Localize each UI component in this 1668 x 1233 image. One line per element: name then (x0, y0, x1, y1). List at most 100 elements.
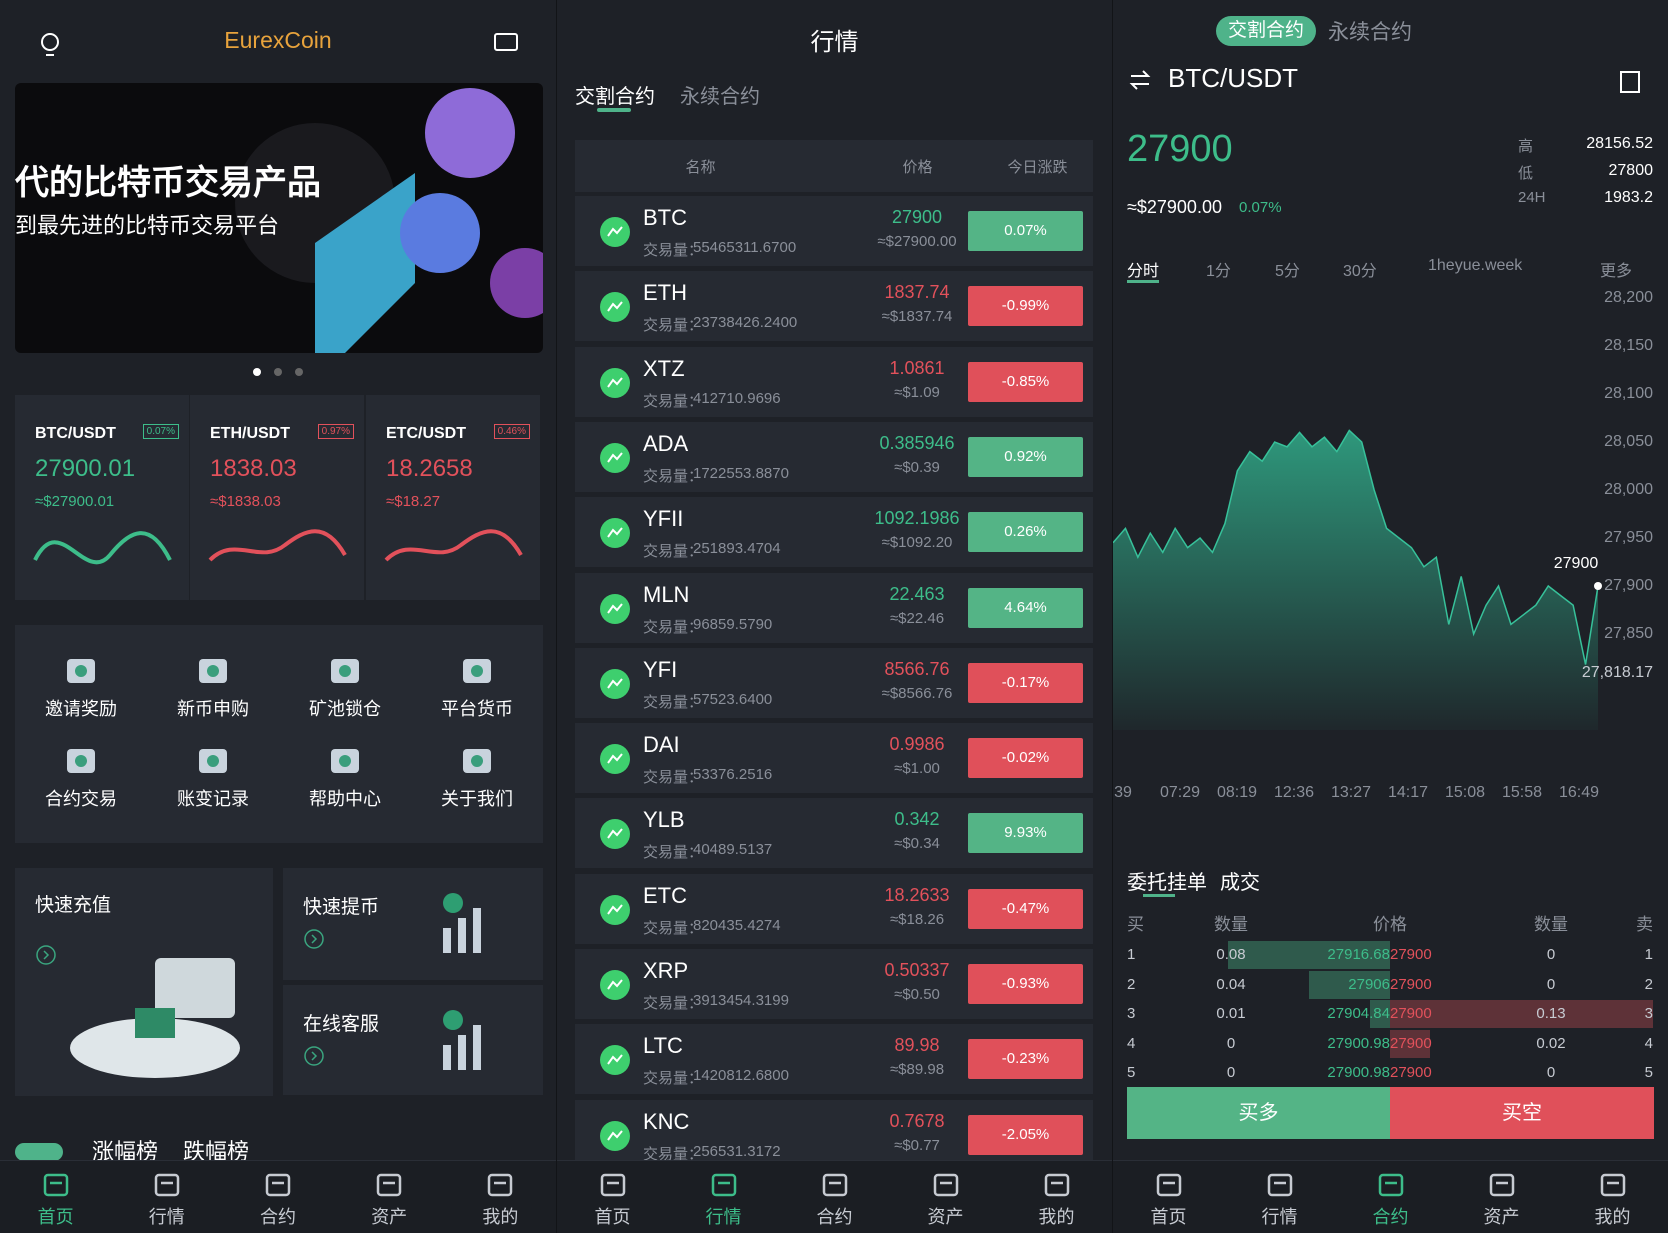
change-badge: -0.47% (968, 888, 1083, 929)
coin-symbol: BTC (643, 205, 687, 230)
ticker-card[interactable]: BTC/USDT 0.07% 27900.01 ≈$27900.01 (15, 395, 189, 600)
market-row[interactable]: KNC 交易量： 256531.3172 0.7678 ≈$0.77 -2.05% (575, 1099, 1093, 1170)
volume-label: 交易量： (643, 543, 704, 561)
interval-tab[interactable]: 分时 (1127, 263, 1160, 280)
nav-icon (1378, 1173, 1403, 1197)
sell-qty: 0 (1546, 946, 1556, 963)
arrow-icon (304, 929, 324, 949)
nav-label[interactable]: 资产 (371, 1207, 408, 1227)
x-tick-label: 39 (1114, 784, 1132, 801)
rank-tab[interactable]: 涨幅榜 (92, 1139, 159, 1164)
market-row[interactable]: YFI 交易量： 57523.6400 8566.76 ≈$8566.76 -0.17% (575, 647, 1093, 718)
interval-tab[interactable]: 更多 (1600, 263, 1633, 280)
carousel-dot (295, 368, 303, 376)
market-row[interactable]: LTC 交易量： 1420812.6800 89.98 ≈$89.98 -0.23% (575, 1024, 1093, 1095)
nav-label[interactable]: 我的 (1594, 1207, 1631, 1227)
icon-shape (607, 301, 623, 312)
nav-label[interactable]: 首页 (37, 1207, 74, 1227)
price-change: 0.07% (1239, 199, 1282, 216)
pair[interactable]: BTC/USDT (1168, 63, 1298, 93)
change-badge: -2.05% (968, 1114, 1083, 1155)
market-row[interactable]: YLB 交易量： 40489.5137 0.342 ≈$0.34 9.93% (575, 798, 1093, 869)
change-badge: 0.26% (968, 512, 1083, 553)
banner[interactable]: 代的比特币交易产品 到最先进的比特币交易平台 (15, 83, 543, 353)
market-row[interactable]: MLN 交易量： 96859.5790 22.463 ≈$22.46 4.64% (575, 572, 1093, 643)
nav-label[interactable]: 行情 (148, 1207, 185, 1227)
sell-price: 27900 (1390, 946, 1432, 963)
coin-icon (600, 819, 630, 850)
tab-active[interactable]: 交割合约 (1216, 16, 1316, 46)
nav-label[interactable]: 首页 (1150, 1207, 1187, 1227)
service-card[interactable]: 快速充值 (15, 868, 273, 1096)
nav-label[interactable]: 合约 (816, 1207, 853, 1227)
menu-label[interactable]: 关于我们 (441, 789, 513, 809)
interval-tab[interactable]: 5分 (1275, 263, 1300, 280)
ticker-usd: ≈$1838.03 (210, 493, 281, 510)
menu-label[interactable]: 合约交易 (45, 789, 117, 809)
book-header: 数量 (1534, 915, 1568, 934)
book-tab-active[interactable]: 委托挂单 (1127, 872, 1207, 894)
book-index: 4 (1644, 1034, 1653, 1052)
icon-shape (304, 929, 324, 949)
ticker-card[interactable]: ETC/USDT 0.46% 18.2658 ≈$18.27 (366, 395, 540, 600)
interval-tab[interactable]: 1分 (1206, 263, 1231, 280)
menu-label[interactable]: 邀请奖励 (45, 699, 117, 719)
menu-label[interactable]: 帮助中心 (309, 789, 381, 809)
market-row[interactable]: ETC 交易量： 820435.4274 18.2633 ≈$18.26 -0.47% (575, 873, 1093, 944)
price: 18.2633 (884, 884, 950, 905)
list-icon (1620, 71, 1640, 93)
service-card[interactable]: 快速提币 (283, 868, 543, 980)
book-index: 1 (1644, 946, 1653, 963)
price-usd: ≈$89.98 (889, 1061, 945, 1079)
market-row[interactable]: DAI 交易量： 53376.2516 0.9986 ≈$1.00 -0.02% (575, 723, 1093, 794)
menu-label[interactable]: 矿池锁仓 (309, 699, 381, 719)
menu-label[interactable]: 账变记录 (177, 789, 249, 809)
book-tab[interactable]: 成交 (1220, 872, 1260, 894)
nav-icon (376, 1173, 402, 1197)
sell-button[interactable]: 买空 (1390, 1087, 1654, 1139)
coin-symbol: LTC (643, 1033, 683, 1059)
volume-value: 1420812.6800 (693, 1067, 789, 1085)
nav-icon (1600, 1173, 1625, 1197)
coin-symbol: YFII (643, 506, 684, 532)
volume-label: 交易量： (643, 769, 704, 787)
tab-active[interactable]: 交割合约 (575, 86, 655, 108)
nav-label[interactable]: 行情 (705, 1207, 742, 1227)
x-tick-label: 14:17 (1388, 784, 1428, 801)
nav-label[interactable]: 资产 (927, 1207, 964, 1227)
nav-label[interactable]: 合约 (1372, 1207, 1409, 1227)
rank-tab[interactable]: 跌幅榜 (183, 1139, 250, 1164)
coin-symbol: XRP (643, 958, 689, 983)
menu-label[interactable]: 新币申购 (177, 699, 249, 719)
market-row[interactable]: XTZ 交易量： 412710.9696 1.0861 ≈$1.09 -0.85% (575, 346, 1093, 417)
nav-label[interactable]: 首页 (594, 1207, 631, 1227)
tab[interactable]: 永续合约 (1328, 21, 1412, 44)
buy-button[interactable]: 买多 (1127, 1087, 1390, 1139)
stat-value: 28156.52 (1586, 135, 1653, 152)
ticker-pair: ETH/USDT (210, 425, 290, 442)
nav-icon (600, 1173, 625, 1197)
market-row[interactable]: ADA 交易量： 1722553.8870 0.385946 ≈$0.39 0.92% (575, 421, 1093, 492)
menu-label[interactable]: 平台货币 (441, 699, 513, 719)
sell-qty: 0 (1546, 1064, 1556, 1081)
nav-label[interactable]: 合约 (260, 1207, 296, 1227)
service-card[interactable]: 在线客服 (283, 985, 543, 1095)
market-row[interactable]: XRP 交易量： 3913454.3199 0.50337 ≈$0.50 -0.93% (575, 949, 1093, 1019)
coin-symbol: XTZ (643, 355, 685, 381)
ticker-card[interactable]: ETH/USDT 0.97% 1838.03 ≈$1838.03 (190, 395, 364, 600)
tab[interactable]: 永续合约 (680, 86, 760, 108)
nav-label[interactable]: 资产 (1483, 1207, 1520, 1227)
coin-symbol: YLB (643, 807, 685, 833)
nav-label[interactable]: 我的 (1038, 1207, 1075, 1227)
price: 27900 (891, 207, 943, 227)
price-usd: ≈$27900.00 (877, 233, 957, 250)
interval-tab[interactable]: 30分 (1343, 263, 1377, 280)
interval-tab[interactable]: 1heyue.week (1428, 257, 1523, 274)
x-tick-label: 08:19 (1217, 784, 1257, 801)
market-row[interactable]: ETH 交易量： 23738426.2400 1837.74 ≈$1837.74 -0.9… (575, 271, 1093, 342)
nav-label[interactable]: 我的 (482, 1207, 519, 1227)
menu-icon (67, 659, 95, 683)
market-row[interactable]: YFII 交易量： 251893.4704 1092.1986 ≈$1092.20 0.2… (575, 497, 1093, 568)
market-row[interactable]: BTC 交易量： 55465311.6700 27900 ≈$27900.00 0.07% (575, 196, 1093, 266)
nav-label[interactable]: 行情 (1261, 1207, 1298, 1227)
